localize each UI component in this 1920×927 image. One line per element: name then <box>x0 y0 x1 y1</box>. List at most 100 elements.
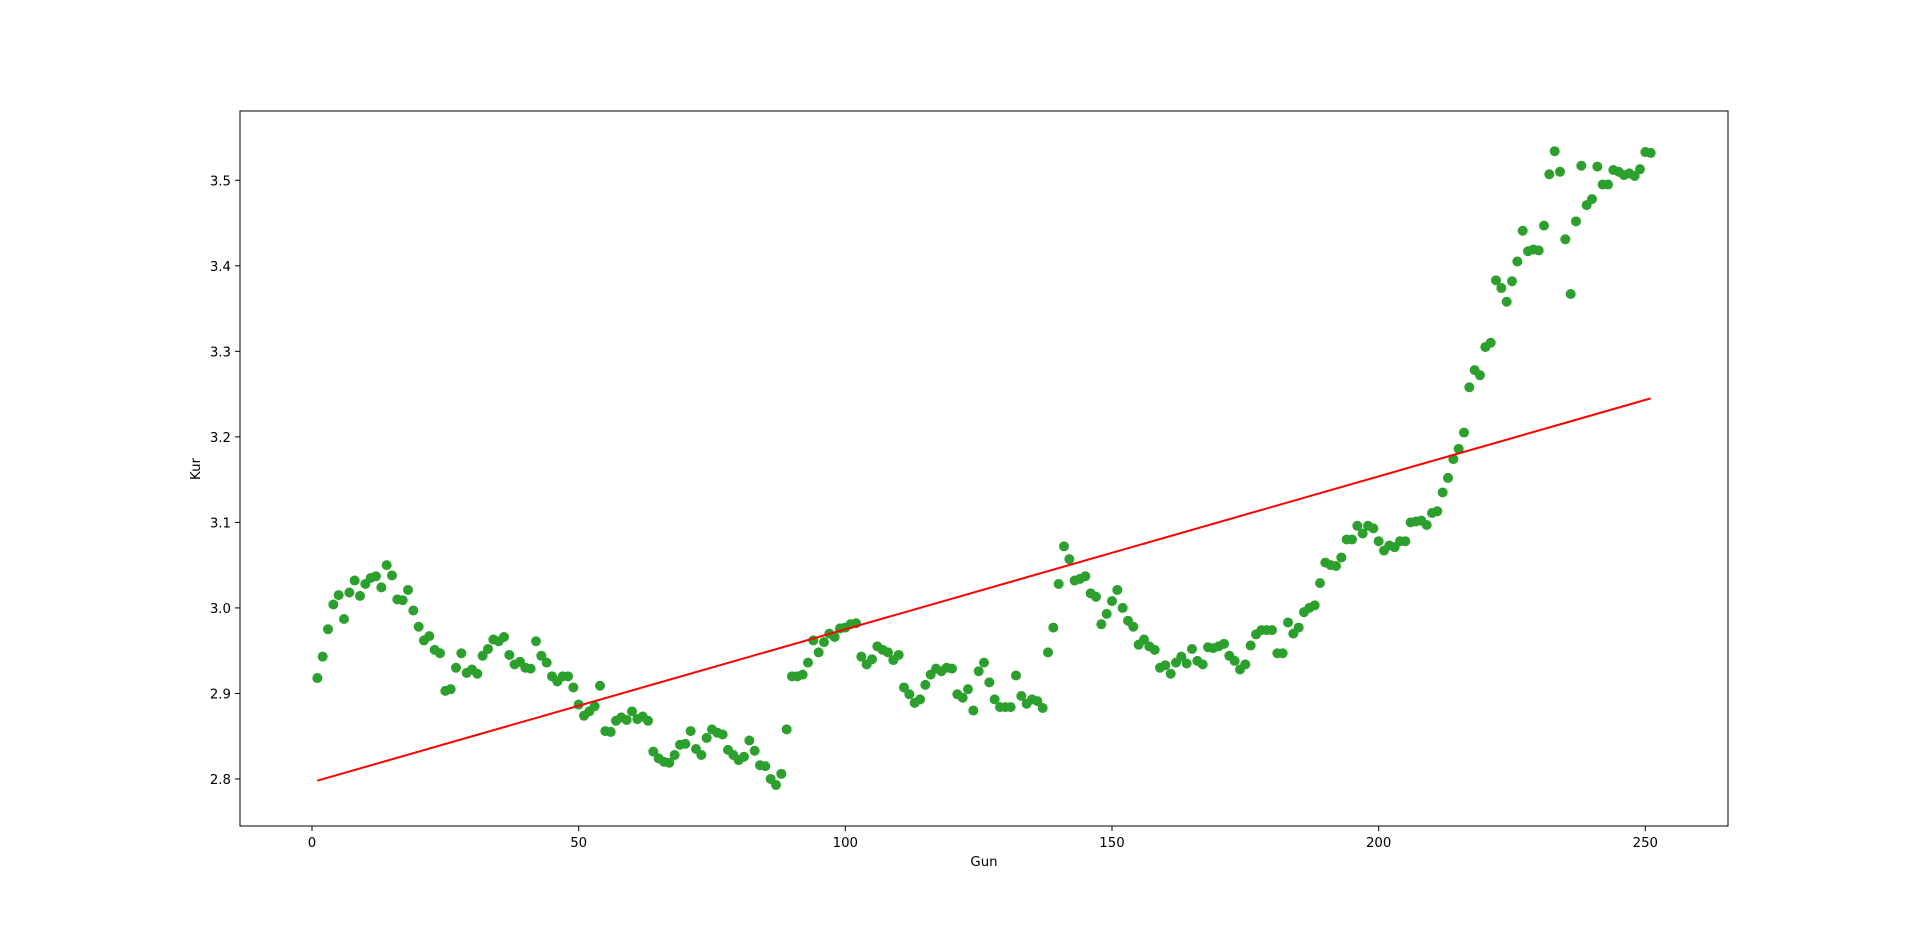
data-point <box>472 668 483 679</box>
data-point <box>1491 275 1501 286</box>
data-point <box>499 631 509 642</box>
trend-line <box>317 397 1651 782</box>
data-point <box>1400 536 1411 547</box>
data-point <box>371 571 381 582</box>
data-point <box>1245 640 1256 651</box>
y-tick-label: 3.1 <box>210 516 231 531</box>
data-point <box>760 761 771 772</box>
data-point <box>1459 427 1469 438</box>
y-tick-label: 2.8 <box>210 773 231 788</box>
data-point <box>323 624 333 635</box>
data-point <box>893 649 904 660</box>
data-point <box>989 694 1000 705</box>
y-tick-label: 3.5 <box>210 174 231 189</box>
x-tick-label: 50 <box>570 836 587 851</box>
y-tick-label: 3.3 <box>210 345 231 360</box>
data-point <box>339 614 349 625</box>
y-tick-label: 3.0 <box>210 602 231 617</box>
data-point <box>904 689 915 700</box>
data-point <box>563 671 573 682</box>
data-point <box>413 621 424 632</box>
data-point <box>1283 617 1293 628</box>
data-point <box>1485 337 1496 348</box>
x-tick-label: 250 <box>1633 836 1658 851</box>
data-point <box>1293 622 1304 633</box>
data-point <box>1517 225 1528 236</box>
data-point <box>685 726 696 737</box>
data-point <box>403 584 413 595</box>
data-point <box>1336 552 1347 563</box>
data-point <box>739 751 749 762</box>
data-point <box>1091 591 1101 602</box>
x-tick-label: 0 <box>308 836 316 851</box>
data-point <box>525 663 536 674</box>
data-point <box>451 662 461 673</box>
data-point <box>589 701 600 712</box>
data-point <box>1277 648 1288 659</box>
y-axis-label: Kur <box>189 457 204 479</box>
data-point <box>1064 554 1075 565</box>
data-point <box>1043 647 1053 658</box>
data-point <box>595 680 605 691</box>
data-point <box>1352 520 1363 531</box>
data-point <box>1331 561 1341 571</box>
data-point <box>1016 691 1027 701</box>
data-point <box>867 654 877 665</box>
data-point <box>1219 638 1229 649</box>
x-tick-label: 150 <box>1099 836 1124 851</box>
data-point <box>1112 584 1123 595</box>
data-point <box>1240 659 1251 670</box>
data-point <box>1549 146 1560 157</box>
data-point <box>696 750 707 761</box>
data-point <box>1357 528 1368 539</box>
data-point <box>349 575 360 586</box>
plot-area <box>240 111 1728 826</box>
data-point <box>648 746 659 757</box>
data-point <box>1507 276 1517 287</box>
data-point <box>328 599 339 610</box>
data-point <box>1560 234 1571 245</box>
data-point <box>856 651 867 662</box>
data-point <box>1037 702 1048 713</box>
data-point <box>435 648 445 659</box>
data-point <box>829 631 840 642</box>
data-point <box>1464 382 1475 393</box>
data-point <box>920 679 931 690</box>
data-point <box>1555 166 1565 177</box>
data-point <box>408 605 419 616</box>
data-point <box>957 692 968 703</box>
trend-line-layer <box>317 397 1651 782</box>
data-point <box>803 657 813 668</box>
data-point <box>1197 659 1208 670</box>
data-point <box>968 705 979 716</box>
data-point <box>1011 670 1021 681</box>
data-point <box>1544 169 1555 180</box>
data-point <box>1571 216 1581 227</box>
data-point <box>717 729 728 740</box>
data-point <box>1496 283 1507 294</box>
data-point <box>1475 370 1485 381</box>
data-point <box>355 590 365 601</box>
data-point <box>1635 164 1645 175</box>
data-point <box>1437 487 1448 498</box>
data-point <box>376 582 387 593</box>
data-point <box>445 684 456 695</box>
data-point <box>947 663 957 674</box>
data-point <box>1048 622 1059 633</box>
data-point <box>1309 600 1320 611</box>
y-tick-label: 3.4 <box>210 260 231 275</box>
data-point <box>1117 602 1128 613</box>
x-axis-label: Gun <box>970 855 997 870</box>
data-point <box>381 560 392 571</box>
data-point <box>1181 658 1192 669</box>
data-point <box>1267 625 1277 636</box>
data-point <box>781 724 792 735</box>
y-tick-label: 2.9 <box>210 687 231 702</box>
data-point <box>915 694 925 705</box>
plot-frame <box>239 110 1729 827</box>
y-tick-label: 3.2 <box>210 431 231 446</box>
data-point <box>1603 179 1613 190</box>
data-point <box>1629 171 1640 181</box>
data-point <box>1101 608 1112 619</box>
